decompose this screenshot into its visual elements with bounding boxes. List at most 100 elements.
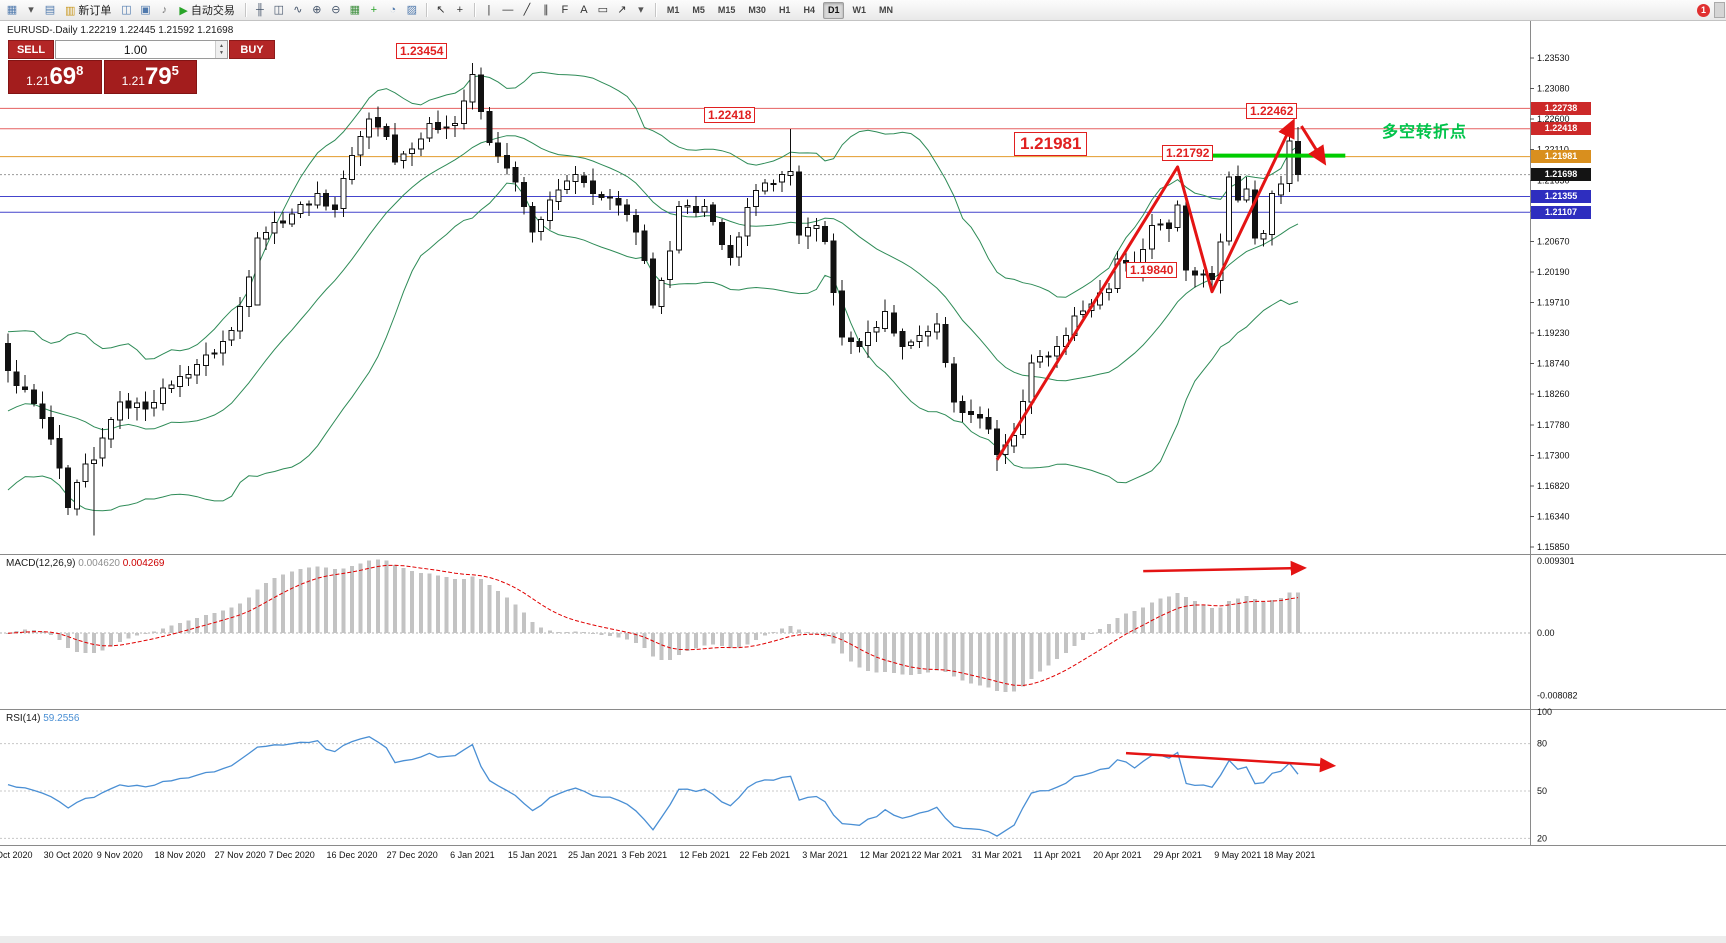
time-axis-label[interactable]: 30 Oct 2020 [44,850,93,860]
candle-body [288,213,295,225]
timeframe-button-h1[interactable]: H1 [778,4,791,15]
price-tick-label[interactable]: 1.19230 [1537,328,1570,338]
channel-icon[interactable]: ∥ [543,4,549,16]
volume-down-icon[interactable]: ▼ [219,49,224,56]
time-axis-label[interactable]: 12 Mar 2021 [860,850,911,860]
price-tick-label[interactable]: 1.17300 [1537,450,1570,460]
autotrading-button[interactable]: ▶ 自动交易 [174,2,239,18]
timeframe-button-m1[interactable]: M1 [666,4,680,15]
vertical-line-icon[interactable]: | [487,4,491,16]
crosshair-icon[interactable]: + [456,4,464,16]
rsi-axis-label[interactable]: 20 [1537,833,1547,843]
timeframe-button-mn[interactable]: MN [878,4,893,15]
time-axis-label[interactable]: 7 Dec 2020 [269,850,315,860]
time-axis-label[interactable]: 3 Mar 2021 [802,850,848,860]
volume-up-icon[interactable]: ▲ [219,42,224,49]
time-axis-label[interactable]: 9 May 2021 [1214,850,1261,860]
new-order-button[interactable]: ▥ 新订单 [60,2,116,18]
market-watch-icon[interactable]: ◫ [121,4,132,16]
bid-price[interactable]: 1.21 69 8 [8,60,102,94]
timeframe-button-m5[interactable]: M5 [692,4,705,15]
macd-axis-label[interactable]: 0.00 [1537,628,1555,638]
horizontal-line-icon[interactable]: — [502,4,514,16]
navigator-icon[interactable]: ▣ [140,4,151,16]
rsi-axis-label[interactable]: 100 [1537,707,1552,717]
zoom-in-icon[interactable]: ⊕ [312,4,322,16]
rsi-axis-label[interactable]: 80 [1537,739,1547,749]
timeframe-button-d1[interactable]: D1 [822,1,845,19]
label-icon[interactable]: ▭ [597,4,609,16]
toolbar-edge-button[interactable] [1714,2,1725,18]
volume-stepper[interactable]: ▲ ▼ [55,40,228,59]
sell-button[interactable]: SELL [8,40,54,59]
price-tick-label[interactable]: 1.21150 [1537,206,1569,216]
buy-button[interactable]: BUY [229,40,275,59]
timeframe-button-h4[interactable]: H4 [803,4,815,15]
volume-spin-buttons[interactable]: ▲ ▼ [215,41,227,58]
time-axis-label[interactable]: 11 Apr 2021 [1033,850,1081,860]
time-axis-label[interactable]: 12 Feb 2021 [679,850,730,860]
time-axis-label[interactable]: 6 Jan 2021 [450,850,495,860]
price-tick-label[interactable]: 1.16820 [1537,481,1570,491]
price-tick-label[interactable]: 1.18740 [1537,359,1570,369]
timeframe-button-m15[interactable]: M15 [717,4,736,15]
indicators-add-icon[interactable]: + [370,4,378,16]
chart-dropdown-caret[interactable]: ▾ [28,4,34,16]
price-tick-label[interactable]: 1.22600 [1537,114,1570,124]
price-tick-label[interactable]: 1.20670 [1537,236,1570,246]
time-axis-label[interactable]: 16 Dec 2020 [326,850,377,860]
time-axis-label[interactable]: 15 Jan 2021 [508,850,558,860]
time-axis-label[interactable]: 18 May 2021 [1263,850,1315,860]
macd-bar [1158,598,1163,633]
arrows-tool-icon[interactable]: ↗ [617,4,627,16]
price-tick-label[interactable]: 1.18260 [1537,389,1570,399]
time-axis-label[interactable]: 22 Feb 2021 [740,850,791,860]
macd-axis-label[interactable]: 0.009301 [1537,556,1575,566]
time-axis-label[interactable]: 21 Oct 2020 [0,850,33,860]
price-tick-label[interactable]: 1.23080 [1537,84,1570,94]
ask-price[interactable]: 1.21 79 5 [103,60,197,94]
time-axis-label[interactable]: 20 Apr 2021 [1093,850,1142,860]
time-axis-label[interactable]: 31 Mar 2021 [972,850,1023,860]
bar-chart-icon[interactable]: ╫ [255,4,264,16]
price-tick-label[interactable]: 1.21630 [1537,175,1570,185]
volume-input[interactable] [56,41,215,58]
time-axis-label[interactable]: 18 Nov 2020 [154,850,205,860]
time-axis-label[interactable]: 27 Dec 2020 [387,850,438,860]
line-chart-icon[interactable]: ∿ [293,4,303,16]
price-tick-label[interactable]: 1.22110 [1537,145,1569,155]
sound-icon[interactable]: ♪ [161,4,168,16]
text-icon[interactable]: A [580,4,588,16]
price-tick-label[interactable]: 1.15850 [1537,542,1570,552]
new-chart-icon[interactable]: ▦ [6,4,18,16]
fibonacci-icon[interactable]: F [561,4,569,16]
one-click-trading-panel[interactable]: SELL ▲ ▼ BUY 1.21 69 8 [8,40,275,94]
zoom-out-icon[interactable]: ⊖ [331,4,341,16]
profiles-icon[interactable]: ▤ [44,4,56,16]
price-tick-label[interactable]: 1.20190 [1537,267,1570,277]
price-tick-label[interactable]: 1.16340 [1537,511,1570,521]
trendline-icon[interactable]: ╱ [523,4,531,16]
candlestick-icon[interactable]: ◫ [273,4,285,16]
tile-windows-icon[interactable]: ▦ [349,4,361,16]
time-axis-label[interactable]: 22 Mar 2021 [912,850,963,860]
templates-icon[interactable]: ▨ [406,4,418,16]
time-axis-label[interactable]: 29 Apr 2021 [1153,850,1202,860]
time-axis-label[interactable]: 25 Jan 2021 [568,850,618,860]
price-tick-label[interactable]: 1.19710 [1537,298,1570,308]
notifications-badge[interactable]: 1 [1697,3,1710,17]
periods-icon[interactable]: ◔ [389,4,397,16]
time-axis-label[interactable]: 9 Nov 2020 [97,850,143,860]
timeframe-button-m30[interactable]: M30 [748,4,766,15]
price-tick-label[interactable]: 1.17780 [1537,420,1570,430]
time-axis-label[interactable]: 27 Nov 2020 [215,850,266,860]
cursor-icon[interactable]: ↖ [436,4,446,16]
time-axis-label[interactable]: 3 Feb 2021 [622,850,668,860]
macd-axis-label[interactable]: -0.008082 [1537,691,1578,701]
shapes-caret[interactable]: ▾ [638,4,644,16]
rsi-axis-label[interactable]: 50 [1537,786,1547,796]
price-tick-label[interactable]: 1.23530 [1537,53,1570,63]
timeframe-button-w1[interactable]: W1 [852,4,866,15]
